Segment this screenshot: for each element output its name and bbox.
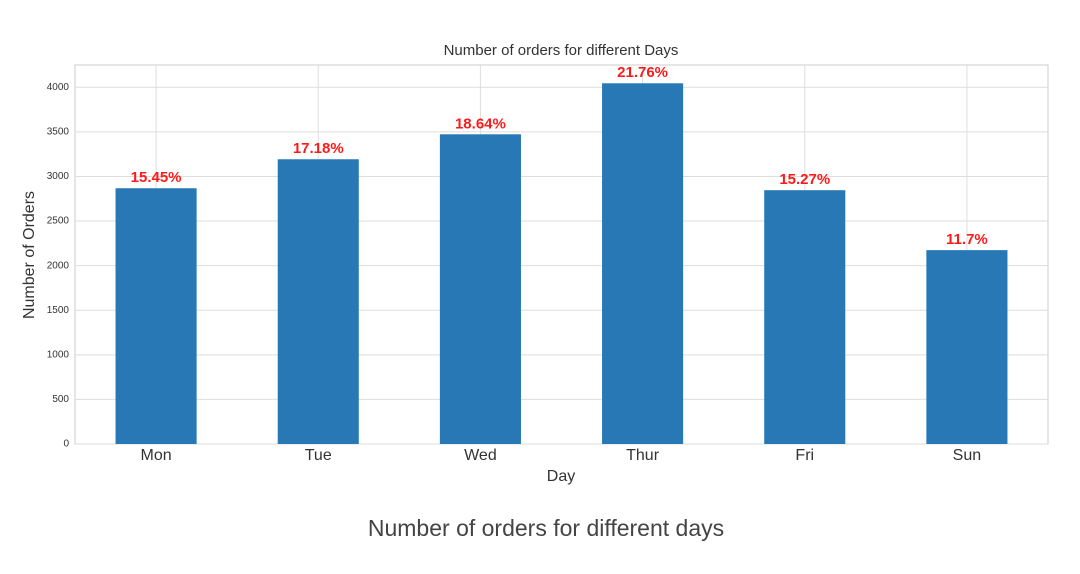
bar-annotation: 15.45% <box>131 169 182 186</box>
y-tick-label: 3500 <box>47 127 70 138</box>
y-tick-label: 4000 <box>47 82 70 93</box>
plot-area <box>74 64 1049 445</box>
x-tick-label: Wed <box>464 447 497 464</box>
bar-annotation: 15.27% <box>779 171 830 188</box>
bar <box>764 190 846 444</box>
x-tick-label: Tue <box>305 447 332 464</box>
chart-title: Number of orders for different Days <box>444 42 679 59</box>
bar <box>926 250 1008 444</box>
y-tick-label: 1500 <box>47 305 70 316</box>
bar <box>439 134 521 445</box>
bar-annotation: 21.76% <box>617 64 668 81</box>
bar <box>602 83 684 444</box>
x-tick-label: Mon <box>141 447 172 464</box>
y-tick-label: 0 <box>63 439 69 450</box>
y-tick-label: 2000 <box>47 260 70 271</box>
bar-annotation: 18.64% <box>455 115 506 132</box>
y-tick-label: 500 <box>52 394 69 405</box>
y-axis-label: Number of Orders <box>21 191 38 319</box>
x-tick-label: Sun <box>953 447 981 464</box>
bar <box>277 159 359 445</box>
caption: Number of orders for different days <box>368 515 724 541</box>
x-tick-label: Thur <box>626 447 660 464</box>
bar <box>115 188 197 444</box>
bar-annotation: 17.18% <box>293 140 344 157</box>
y-tick-label: 2500 <box>47 216 70 227</box>
x-axis-label: Day <box>547 468 575 485</box>
x-tick-label: Fri <box>795 447 814 464</box>
y-tick-label: 3000 <box>47 171 70 182</box>
y-tick-label: 1000 <box>47 349 70 360</box>
bar-annotation: 11.7% <box>946 231 988 248</box>
